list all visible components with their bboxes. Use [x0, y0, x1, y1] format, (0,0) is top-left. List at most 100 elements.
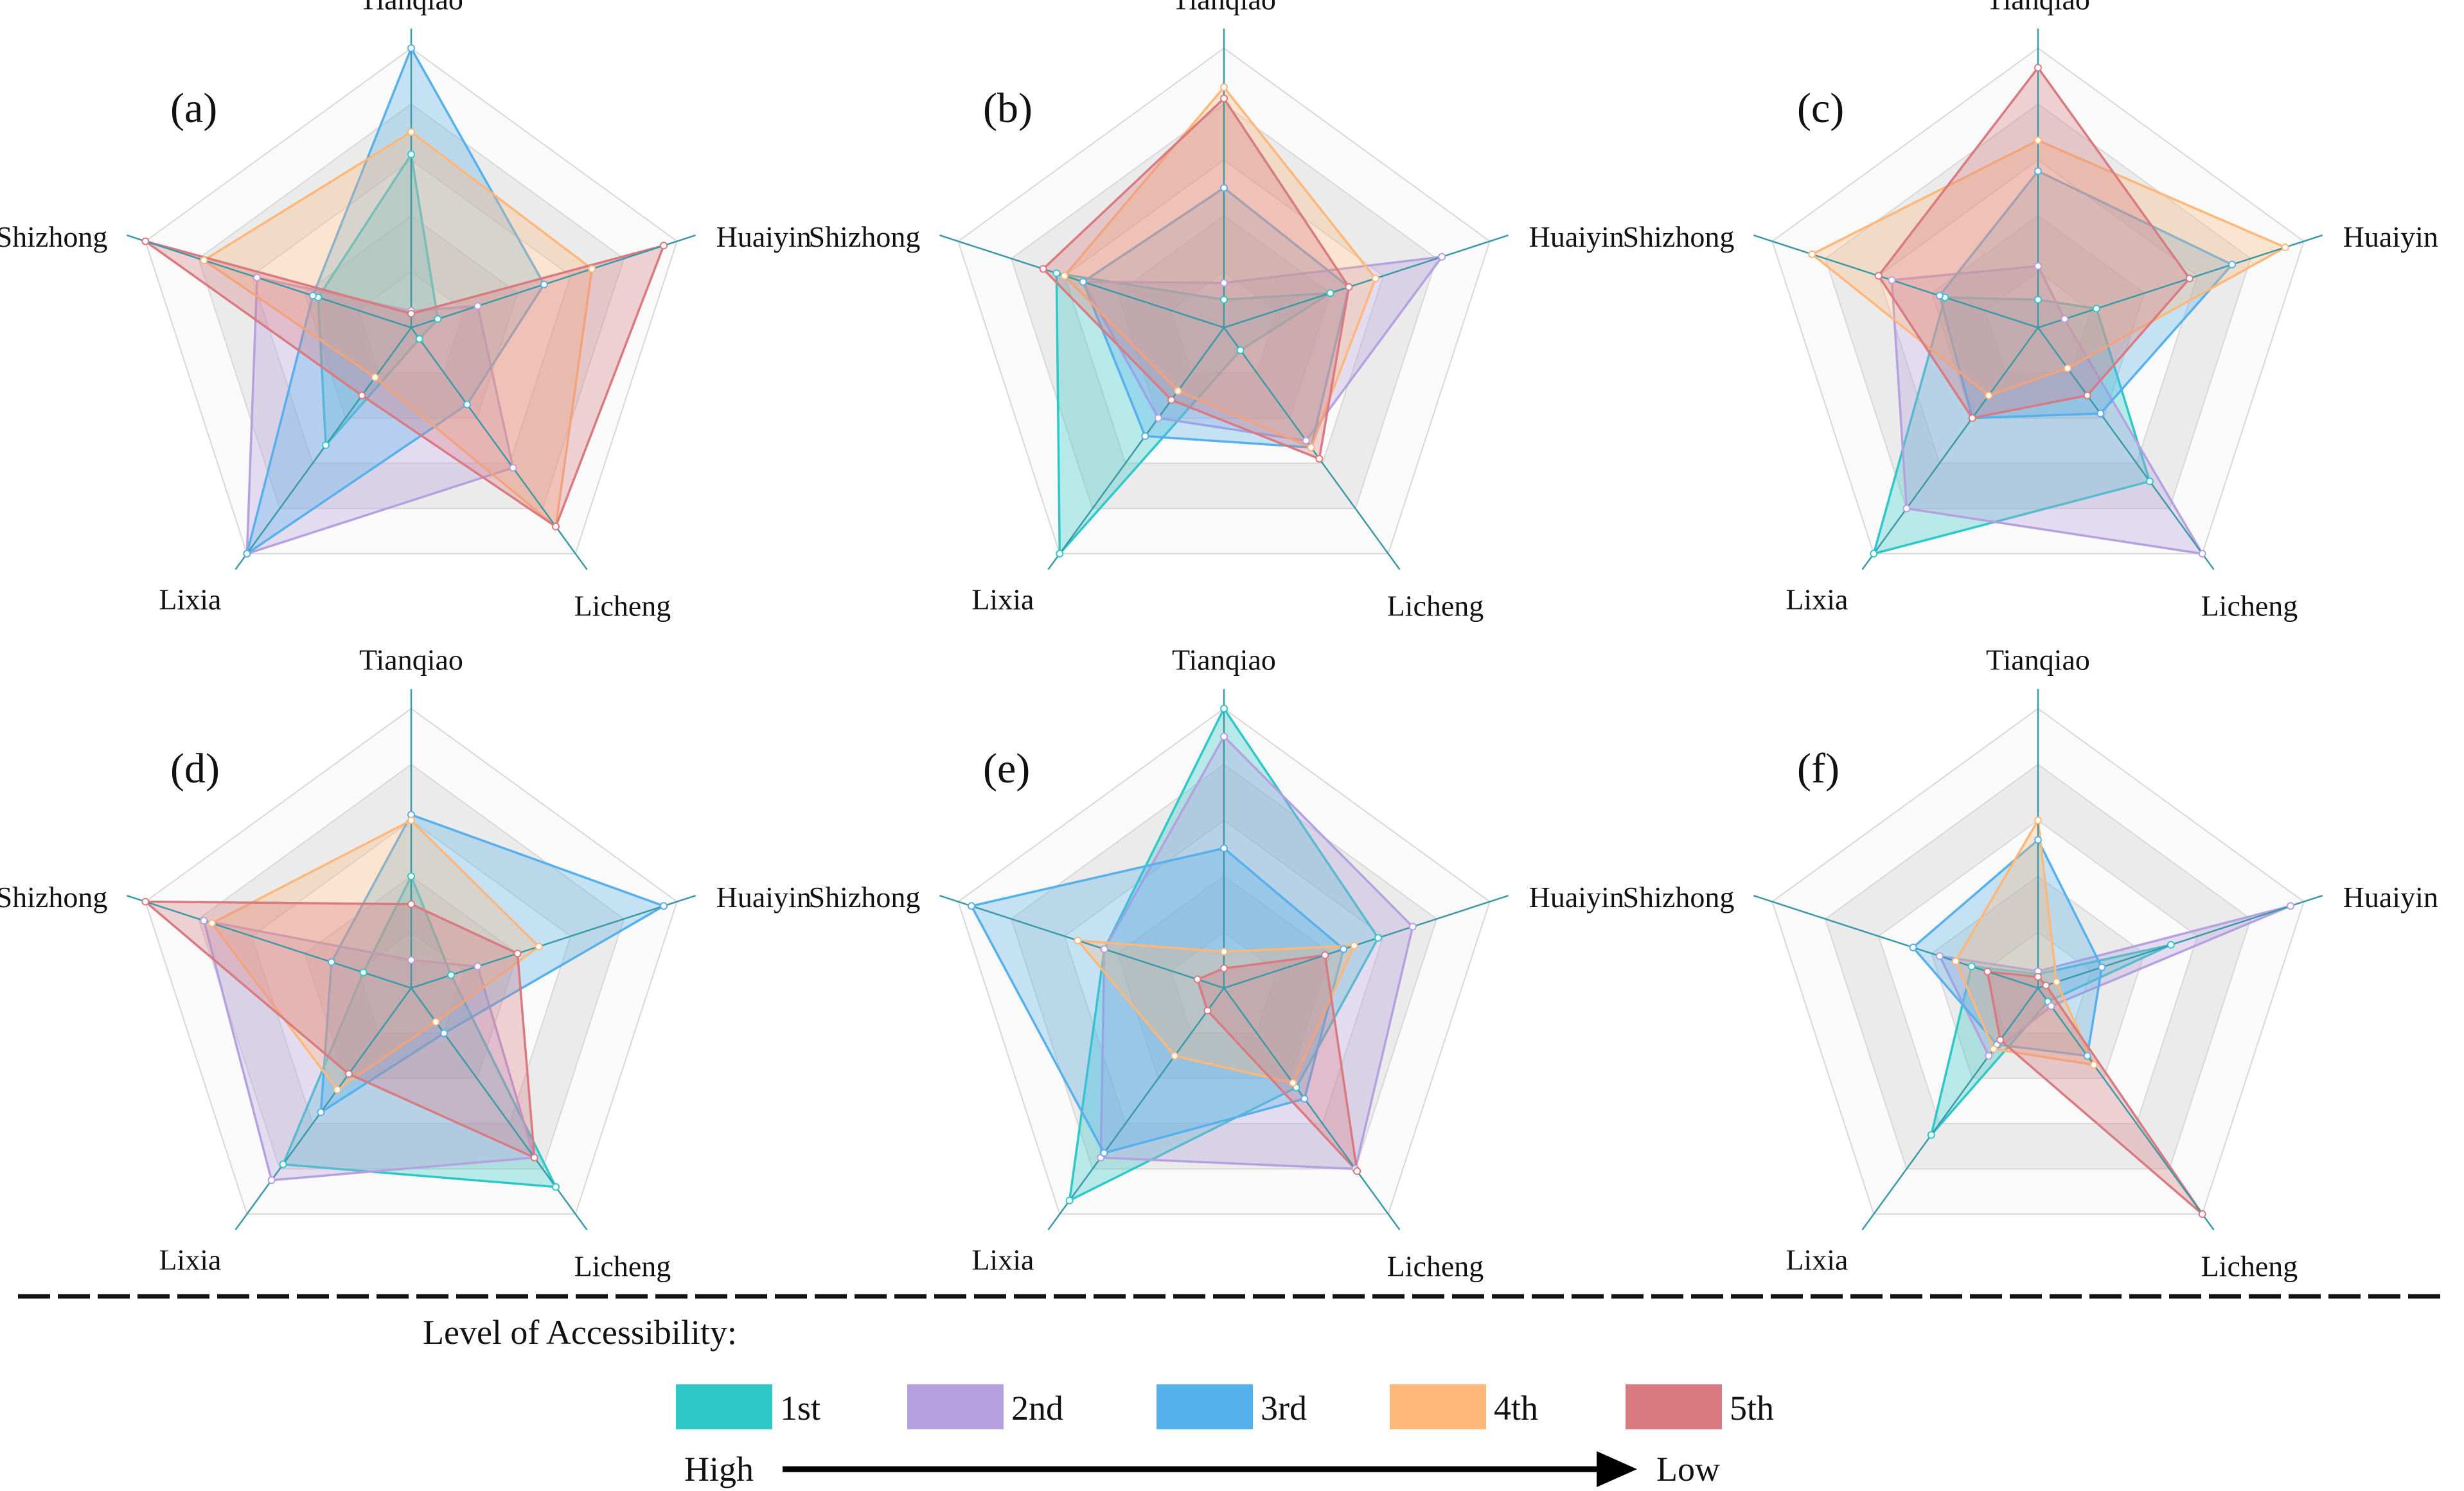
point-2nd: [1302, 436, 1310, 445]
axis-spoke: [1047, 987, 1225, 1231]
point-5th: [1996, 1036, 2005, 1044]
series-polygon-3rd: [319, 813, 665, 1114]
axis-label-tianqiao: Tianqiao: [1986, 0, 2090, 16]
radar-panel-3: Tianqiao Huaiyin Licheng Lixia Shizhong (d): [0, 644, 811, 1283]
point-1st: [2093, 304, 2101, 313]
axis-label-lixia: Lixia: [1786, 1244, 1848, 1276]
axis-spoke: [1861, 327, 2039, 570]
point-5th: [1167, 396, 1176, 404]
point-1st: [2034, 296, 2042, 304]
point-2nd: [200, 917, 208, 925]
point-5th: [1220, 94, 1228, 103]
point-3rd: [317, 1108, 325, 1116]
point-5th: [1039, 265, 1047, 273]
series-polygon-3rd: [970, 847, 1345, 1154]
axis-spoke: [235, 987, 412, 1231]
point-4th: [432, 1018, 440, 1026]
point-5th: [1321, 951, 1329, 959]
point-4th: [1350, 942, 1358, 950]
point-4th: [1989, 1045, 1998, 1054]
point-5th: [1203, 1007, 1212, 1015]
axis-label-licheng: Licheng: [1387, 1250, 1484, 1283]
series-polygon-5th: [144, 900, 536, 1159]
point-4th: [535, 942, 543, 951]
series-polygon-2nd: [1099, 735, 1414, 1170]
point-2nd: [1438, 252, 1446, 261]
axis-spoke: [411, 234, 696, 329]
point-4th: [1289, 1079, 1297, 1087]
axis-label-huaiyin: Huaiyin: [716, 881, 811, 913]
point-1st: [552, 1183, 560, 1191]
axis-spoke: [1223, 894, 1509, 989]
point-3rd: [1141, 432, 1149, 440]
point-4th: [2052, 978, 2061, 986]
arrow-low-label: Low: [1656, 1450, 1720, 1488]
point-4th: [1174, 387, 1182, 395]
point-1st: [1236, 346, 1245, 355]
point-3rd: [2098, 963, 2106, 971]
point-3rd: [1220, 844, 1228, 852]
axis-label-lixia: Lixia: [159, 1244, 221, 1276]
panel-label: (d): [170, 745, 220, 792]
series-polygon-2nd: [1890, 265, 2204, 555]
point-4th: [2089, 1061, 2098, 1069]
axis-label-shizhong: Shizhong: [809, 220, 921, 253]
axis-label-licheng: Licheng: [574, 590, 671, 622]
point-4th: [371, 373, 379, 382]
point-3rd: [660, 902, 668, 910]
series-polygon-2nd: [245, 276, 515, 555]
point-5th: [2185, 274, 2194, 283]
point-2nd: [474, 302, 482, 310]
axis-spoke: [2037, 894, 2323, 989]
point-5th: [1968, 414, 1976, 422]
point-1st: [1220, 705, 1228, 712]
axis-label-huaiyin: Huaiyin: [2343, 220, 2438, 253]
point-3rd: [1079, 278, 1087, 286]
point-1st: [415, 335, 423, 343]
arrow-head: [1597, 1451, 1637, 1487]
point-4th: [588, 265, 596, 273]
point-3rd: [2083, 1052, 2091, 1060]
axis-label-shizhong: Shizhong: [1623, 220, 1735, 253]
legend-swatch-2nd: [907, 1384, 1004, 1429]
panel-label: (a): [170, 85, 217, 132]
axis-label-lixia: Lixia: [971, 1244, 1034, 1276]
point-3rd: [1935, 292, 1944, 300]
radar-panel-5: Tianqiao Huaiyin Licheng Lixia Shizhong (f): [1623, 644, 2438, 1283]
point-5th: [552, 522, 560, 531]
axis-label-huaiyin: Huaiyin: [1529, 220, 1624, 253]
point-4th: [1985, 391, 1993, 400]
point-2nd: [267, 1176, 276, 1185]
legend-label-4th: 4th: [1494, 1389, 1538, 1427]
point-1st: [1056, 549, 1064, 558]
point-3rd: [967, 902, 975, 910]
axis-spoke: [939, 894, 1225, 989]
legend: Level of Accessibility: 1st 2nd 3rd 4th 5th Hi…: [423, 1313, 1774, 1488]
point-3rd: [1300, 1095, 1309, 1103]
axis-label-tianqiao: Tianqiao: [359, 0, 463, 16]
point-5th: [407, 310, 415, 318]
point-1st: [434, 315, 442, 323]
radar-panel-4: Tianqiao Huaiyin Licheng Lixia Shizhong (e): [809, 644, 1624, 1283]
point-4th: [200, 256, 208, 265]
series-polygon-3rd: [245, 47, 545, 555]
point-3rd: [327, 958, 335, 966]
arrow-high-label: High: [684, 1450, 754, 1488]
point-4th: [1220, 83, 1228, 91]
point-4th: [1220, 948, 1228, 956]
point-3rd: [1100, 1149, 1108, 1157]
point-2nd: [1902, 504, 1911, 513]
point-1st: [1927, 1131, 1935, 1139]
point-3rd: [2096, 409, 2105, 418]
point-4th: [407, 128, 415, 136]
point-1st: [1052, 269, 1061, 278]
point-5th: [141, 897, 150, 906]
point-3rd: [407, 44, 415, 52]
point-1st: [1374, 934, 1382, 942]
axis-spoke: [2037, 987, 2215, 1231]
point-1st: [1870, 549, 1878, 558]
panel-label: (f): [1797, 745, 1839, 792]
radar-panel-2: Tianqiao Huaiyin Licheng Lixia Shizhong (c): [1623, 0, 2438, 622]
legend-swatch-5th: [1626, 1384, 1722, 1429]
